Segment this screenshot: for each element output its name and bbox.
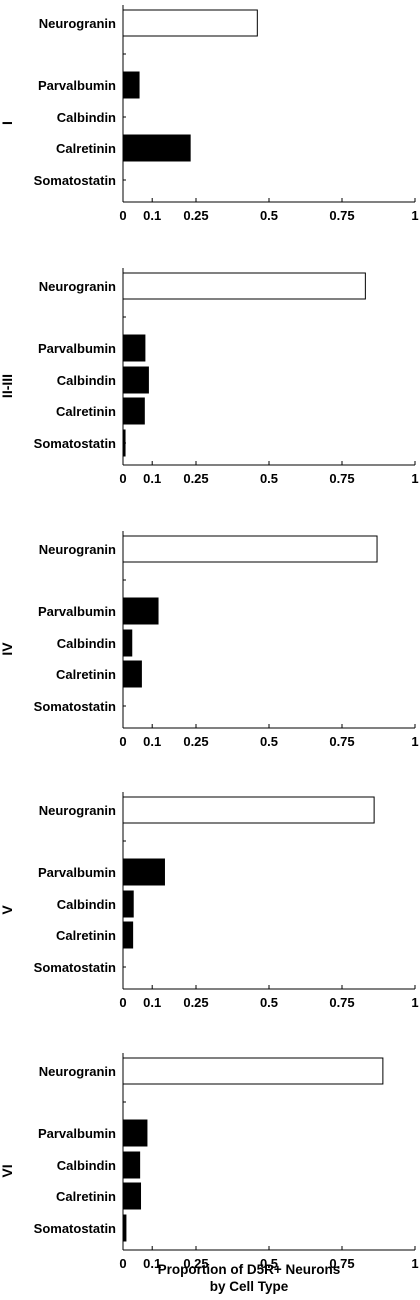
x-tick-label: 0 [119, 1256, 126, 1271]
category-label: Parvalbumin [38, 1126, 116, 1141]
bar-somatostatin [122, 1214, 127, 1242]
category-label: Calretinin [56, 141, 116, 156]
x-tick-label: 0.25 [183, 995, 208, 1010]
x-tick-label: 0.1 [143, 734, 161, 749]
x-tick-label: 0.25 [183, 471, 208, 486]
bar-neurogranin [122, 535, 378, 563]
x-tick-label: 1 [411, 1256, 418, 1271]
bar-neurogranin [122, 796, 375, 824]
x-tick-label: 0 [119, 471, 126, 486]
x-tick-label: 0.5 [260, 734, 278, 749]
category-label: Calbindin [57, 897, 116, 912]
x-tick-label: 1 [411, 471, 418, 486]
x-tick-label: 0.75 [329, 208, 354, 223]
bar-calbindin [122, 890, 134, 918]
x-tick-label: 0.5 [260, 208, 278, 223]
layer-label: II-III [0, 374, 15, 398]
category-label: Neurogranin [39, 279, 116, 294]
x-tick-label: 1 [411, 208, 418, 223]
bar-parvalbumin [122, 1119, 148, 1147]
category-label: Neurogranin [39, 542, 116, 557]
x-tick-label: 0.1 [143, 208, 161, 223]
category-label: Calretinin [56, 667, 116, 682]
x-tick-label: 0.75 [329, 1256, 354, 1271]
bar-calretinin [122, 1182, 142, 1210]
layer-label: I [0, 121, 15, 125]
bar-parvalbumin [122, 334, 146, 362]
bar-calretinin [122, 397, 145, 425]
x-tick-label: 0.1 [143, 1256, 161, 1271]
category-label: Calretinin [56, 1189, 116, 1204]
layer-label: V [0, 905, 15, 915]
bar-parvalbumin [122, 71, 140, 99]
x-axis-label: Proportion of D5R+ Neurons [158, 1262, 341, 1277]
category-label: Somatostatin [34, 699, 116, 714]
bar-parvalbumin [122, 858, 165, 886]
category-label: Calbindin [57, 636, 116, 651]
category-label: Neurogranin [39, 1064, 116, 1079]
layer-label: IV [0, 642, 15, 656]
bar-somatostatin [122, 429, 126, 457]
bar-calretinin [122, 134, 191, 162]
bar-calretinin [122, 660, 142, 688]
x-tick-label: 0.25 [183, 1256, 208, 1271]
category-label: Parvalbumin [38, 78, 116, 93]
x-tick-label: 0.25 [183, 734, 208, 749]
bar-neurogranin [122, 1057, 384, 1085]
layer-label: VI [0, 1164, 15, 1177]
x-tick-label: 0.75 [329, 995, 354, 1010]
category-label: Parvalbumin [38, 865, 116, 880]
category-label: Parvalbumin [38, 604, 116, 619]
x-tick-label: 0.75 [329, 734, 354, 749]
bar-neurogranin [122, 9, 258, 37]
x-tick-label: 0.5 [260, 1256, 278, 1271]
category-label: Calbindin [57, 1158, 116, 1173]
category-label: Parvalbumin [38, 341, 116, 356]
category-label: Somatostatin [34, 960, 116, 975]
x-tick-label: 1 [411, 995, 418, 1010]
x-tick-label: 0.5 [260, 995, 278, 1010]
x-axis-label: by Cell Type [210, 1279, 289, 1294]
x-tick-label: 0.1 [143, 471, 161, 486]
bar-neurogranin [122, 272, 366, 300]
category-label: Calretinin [56, 928, 116, 943]
bar-calbindin [122, 629, 133, 657]
category-label: Somatostatin [34, 173, 116, 188]
category-label: Somatostatin [34, 1221, 116, 1236]
category-label: Calbindin [57, 110, 116, 125]
category-label: Neurogranin [39, 16, 116, 31]
x-tick-label: 0 [119, 734, 126, 749]
x-tick-label: 0.1 [143, 995, 161, 1010]
bar-parvalbumin [122, 597, 159, 625]
x-tick-label: 1 [411, 734, 418, 749]
bar-calbindin [122, 366, 149, 394]
bar-calretinin [122, 921, 134, 949]
x-tick-label: 0.25 [183, 208, 208, 223]
x-tick-label: 0.5 [260, 471, 278, 486]
x-tick-label: 0.75 [329, 471, 354, 486]
category-label: Calretinin [56, 404, 116, 419]
bar-calbindin [122, 1151, 141, 1179]
category-label: Calbindin [57, 373, 116, 388]
category-label: Somatostatin [34, 436, 116, 451]
x-tick-label: 0 [119, 995, 126, 1010]
category-label: Neurogranin [39, 803, 116, 818]
x-tick-label: 0 [119, 208, 126, 223]
